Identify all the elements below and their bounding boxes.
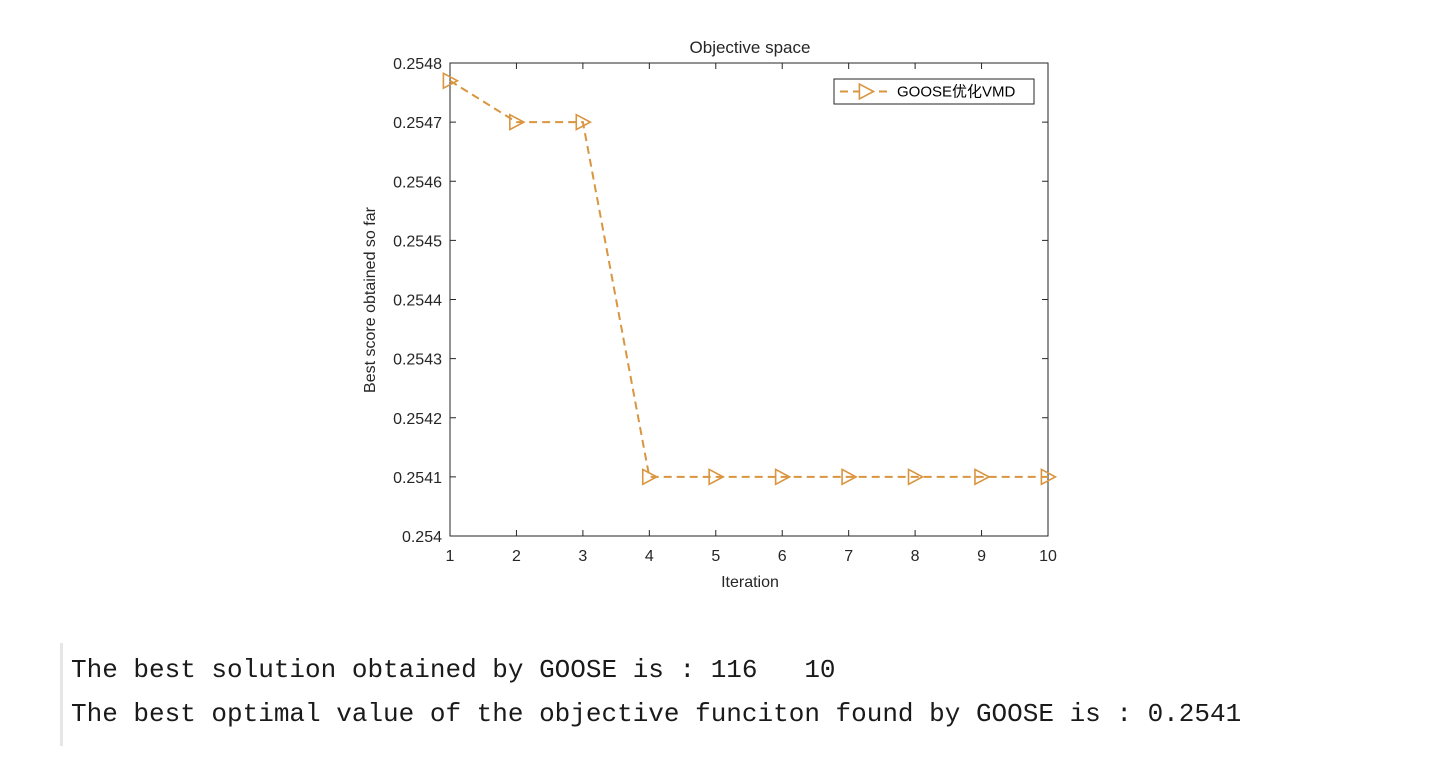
data-point — [509, 113, 526, 131]
axes: 1 2 3 4 5 6 7 8 9 10 0.254 0.2541 0.2542 0.2543 0.2544… — [393, 56, 1057, 565]
x-tick-label: 6 — [778, 548, 787, 565]
command-window-output: The best solution obtained by GOOSE is :… — [60, 643, 1433, 746]
x-tick-label: 3 — [578, 548, 587, 565]
data-point — [841, 468, 858, 486]
y-tick-label: 0.2544 — [393, 293, 442, 310]
data-point — [641, 468, 659, 486]
legend-marker — [858, 82, 876, 101]
y-tick-label: 0.2546 — [393, 174, 442, 191]
x-tick-label: 1 — [446, 548, 455, 565]
chart-title: Objective space — [690, 38, 811, 57]
y-tick-label: 0.254 — [402, 529, 442, 546]
x-tick-label: 7 — [844, 548, 853, 565]
legend-label: GOOSE优化VMD — [897, 84, 1016, 101]
series-layer — [442, 71, 1058, 486]
y-tick-label: 0.2548 — [393, 56, 442, 73]
y-tick-label: 0.2547 — [393, 115, 442, 132]
data-point — [1040, 468, 1058, 486]
best-value-line: The best optimal value of the objective … — [71, 699, 1242, 729]
data-point — [575, 113, 593, 131]
series-line — [449, 79, 1048, 478]
x-tick-label: 5 — [711, 548, 720, 565]
x-axis-label: Iteration — [721, 574, 779, 591]
y-tick-label: 0.2543 — [393, 352, 442, 369]
data-point — [442, 71, 460, 90]
legend: GOOSE优化VMD — [833, 78, 1035, 105]
y-tick-label: 0.2541 — [393, 470, 442, 487]
plot-box — [449, 62, 1049, 537]
y-axis-label: Best score obtained so far — [362, 206, 379, 393]
y-tick-label: 0.2545 — [393, 233, 442, 250]
data-point — [907, 468, 925, 486]
data-point — [774, 468, 792, 486]
x-tick-label: 8 — [911, 548, 920, 565]
best-solution-line: The best solution obtained by GOOSE is :… — [71, 655, 836, 685]
x-tick-label: 2 — [512, 548, 521, 565]
data-point — [974, 468, 991, 486]
y-tick-label: 0.2542 — [393, 411, 442, 428]
x-tick-label: 9 — [977, 548, 986, 565]
x-tick-label: 4 — [645, 548, 654, 565]
data-point — [708, 468, 725, 486]
x-tick-label: 10 — [1039, 548, 1057, 565]
